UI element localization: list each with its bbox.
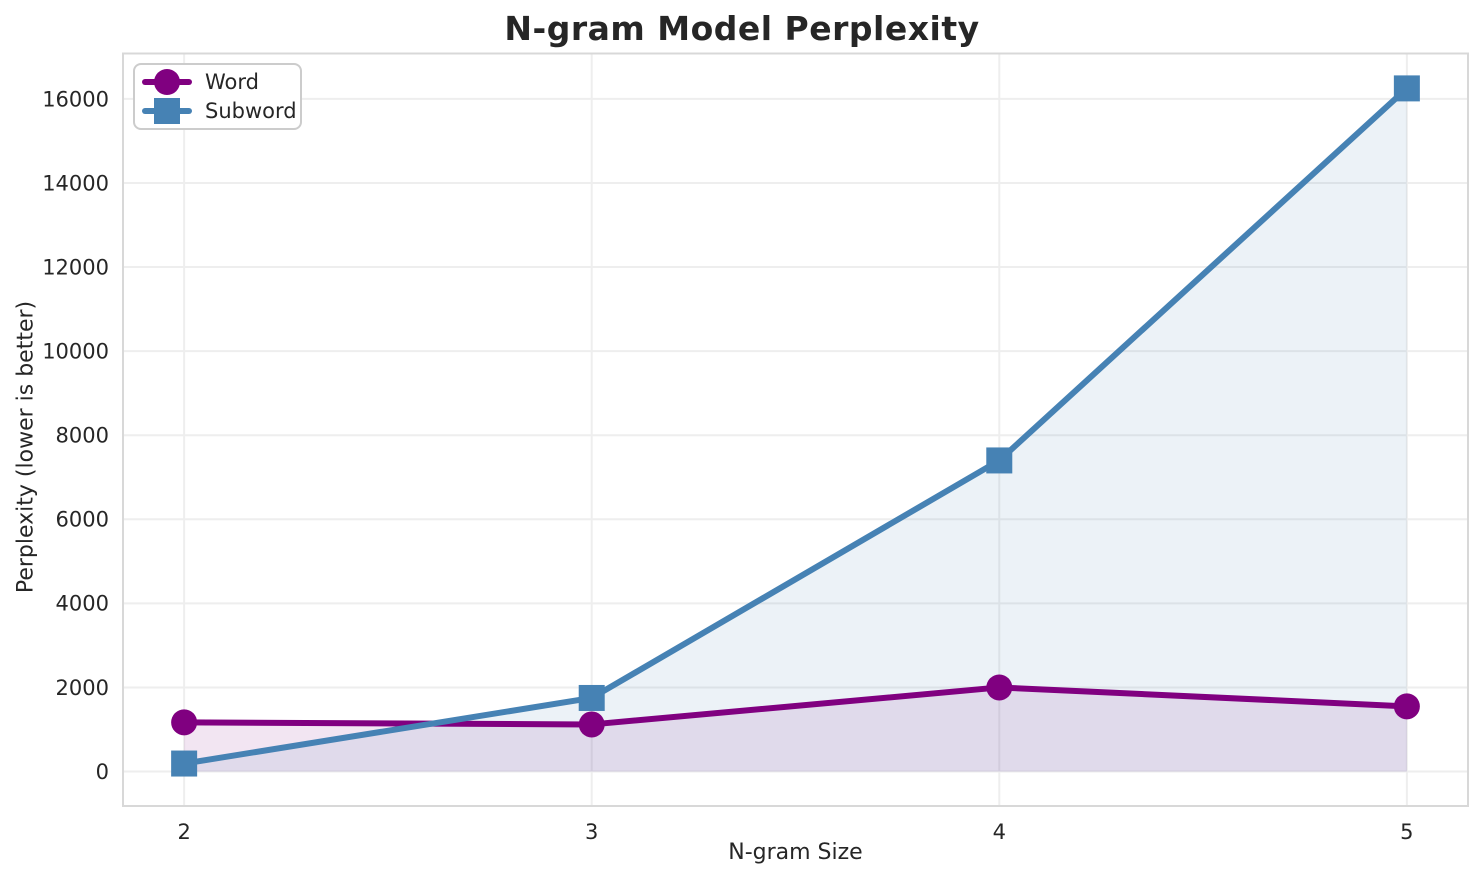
- word-line-circle-marker-icon: [142, 68, 192, 96]
- legend-label-word: Word: [205, 70, 259, 95]
- marker-subword-x4: [986, 447, 1013, 474]
- marker-word-x3: [578, 711, 605, 738]
- y-tick-label-14000: 14000: [42, 171, 109, 195]
- plot-border: [122, 52, 1469, 807]
- subword-line-square-marker-icon: [142, 97, 192, 125]
- x-tick-label-2: 2: [177, 820, 190, 844]
- area-fill-word: [184, 687, 1407, 772]
- legend-label-subword: Subword: [205, 98, 297, 123]
- marker-subword-x2: [171, 750, 198, 777]
- area-fill-subword: [184, 88, 1407, 772]
- marker-subword-x3: [578, 684, 605, 711]
- y-tick-label-2000: 2000: [56, 676, 109, 700]
- line-word: [181, 684, 1410, 728]
- y-tick-label-12000: 12000: [42, 255, 109, 279]
- y-tick-label-10000: 10000: [42, 339, 109, 363]
- y-tick-label-6000: 6000: [56, 508, 109, 532]
- x-tick-label-3: 3: [585, 820, 598, 844]
- marker-subword-x5: [1393, 75, 1420, 102]
- y-tick-label-0: 0: [96, 760, 109, 784]
- x-axis-label: N-gram Size: [728, 840, 863, 865]
- line-subword: [181, 85, 1410, 767]
- marker-word-x2: [171, 709, 198, 736]
- x-tick-label-5: 5: [1400, 820, 1413, 844]
- legend-item-subword: Subword: [142, 97, 297, 126]
- chart-title: N-gram Model Perplexity: [504, 9, 980, 48]
- y-tick-label-8000: 8000: [56, 424, 109, 448]
- y-tick-label-16000: 16000: [42, 87, 109, 111]
- legend-item-word: Word: [142, 68, 290, 97]
- marker-word-x4: [986, 674, 1013, 701]
- y-axis-label: Perplexity (lower is better): [13, 300, 39, 594]
- x-tick-label-4: 4: [993, 820, 1006, 844]
- marker-word-x5: [1393, 693, 1420, 720]
- y-tick-label-4000: 4000: [56, 592, 109, 616]
- legend: Word Subword: [133, 63, 302, 130]
